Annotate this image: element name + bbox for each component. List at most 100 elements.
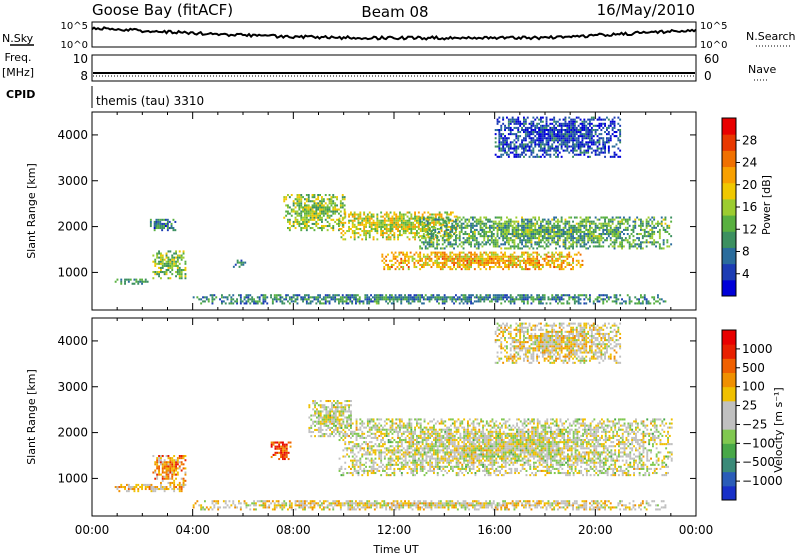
power-cell (581, 230, 584, 233)
power-cell (532, 216, 535, 219)
power-cell (634, 239, 637, 242)
power-cell (338, 298, 340, 301)
power-cell (475, 224, 478, 227)
power-cell (475, 239, 478, 242)
velocity-cell (158, 467, 160, 470)
power-cell (421, 259, 423, 262)
power-cell (657, 300, 659, 303)
power-cell (562, 241, 565, 244)
power-cell (594, 224, 597, 227)
power-cell (602, 228, 605, 231)
power-cell (400, 217, 403, 220)
power-cell (604, 122, 606, 125)
power-cell (579, 151, 582, 154)
power-cell (176, 254, 179, 257)
power-cell (470, 230, 472, 233)
power-cell (296, 196, 299, 199)
power-cell (551, 228, 554, 231)
power-cell (524, 226, 527, 229)
power-cell (364, 298, 367, 301)
power-cell (641, 237, 644, 240)
power-cell (285, 210, 288, 213)
power-cell (408, 221, 411, 224)
power-cell (445, 224, 448, 227)
power-cell (296, 194, 299, 197)
power-cell (400, 219, 403, 222)
power-cell (547, 218, 550, 221)
power-cell (581, 218, 584, 221)
velocity-cell (154, 461, 157, 464)
power-cell (636, 302, 639, 305)
power-cell (547, 239, 550, 242)
power-cell (396, 259, 399, 262)
power-cell (606, 294, 608, 297)
power-cell (288, 229, 291, 232)
power-cell (504, 126, 506, 129)
power-cell (230, 300, 233, 303)
power-cell (406, 255, 408, 258)
velocity-cell (351, 504, 354, 507)
power-cell (577, 222, 580, 225)
power-cell (364, 294, 367, 297)
power-cell (553, 133, 556, 136)
power-cell (530, 253, 533, 256)
power-cell (466, 253, 469, 256)
power-cell (290, 214, 293, 217)
power-cell (562, 230, 565, 233)
power-cell (473, 255, 476, 258)
velocity-cell (133, 486, 136, 489)
power-cell (370, 300, 372, 303)
power-cell (538, 145, 540, 148)
power-cell (513, 251, 516, 254)
power-cell (592, 233, 595, 236)
power-cell (583, 124, 586, 127)
power-cell (409, 302, 412, 305)
power-cell (583, 245, 586, 248)
power-cell (551, 261, 554, 264)
velocity-cell (160, 455, 162, 458)
power-cell (517, 120, 520, 123)
power-cell (600, 118, 603, 121)
power-cell (389, 219, 392, 222)
power-cell (524, 126, 527, 129)
power-cell (585, 235, 588, 238)
power-cell (496, 266, 499, 269)
power-cell (615, 233, 618, 236)
velocity-cell (154, 488, 157, 491)
power-cell (445, 233, 448, 236)
power-cell (485, 243, 488, 246)
power-cell (502, 257, 505, 260)
power-cell (498, 137, 501, 140)
power-cell (304, 227, 306, 230)
power-cell (517, 122, 520, 125)
power-cell (523, 302, 525, 305)
power-cell (515, 216, 518, 219)
power-cell (334, 208, 337, 211)
power-cell (502, 243, 505, 246)
power-cell (453, 298, 455, 301)
power-cell (361, 219, 364, 222)
power-cell (658, 222, 661, 225)
power-cell (430, 257, 433, 260)
power-cell (521, 145, 523, 148)
power-cell (545, 233, 548, 236)
power-cell (481, 298, 484, 301)
velocity-cell (127, 486, 130, 489)
power-cell (399, 232, 401, 235)
power-cell (547, 147, 550, 150)
power-cell (523, 228, 525, 231)
power-cell (579, 233, 582, 236)
velocity-cell (173, 465, 176, 468)
power-cell (607, 230, 610, 233)
power-cell (638, 239, 640, 242)
power-cell (560, 220, 563, 223)
power-cell (553, 149, 556, 152)
power-cell (653, 230, 656, 233)
nsky-tick-top: 10^5 (61, 21, 88, 32)
power-cell (294, 216, 297, 219)
velocity-cell (167, 465, 170, 468)
power-cell (174, 220, 177, 223)
power-cell (490, 259, 493, 262)
power-cell (395, 219, 398, 222)
power-cell (500, 228, 503, 231)
